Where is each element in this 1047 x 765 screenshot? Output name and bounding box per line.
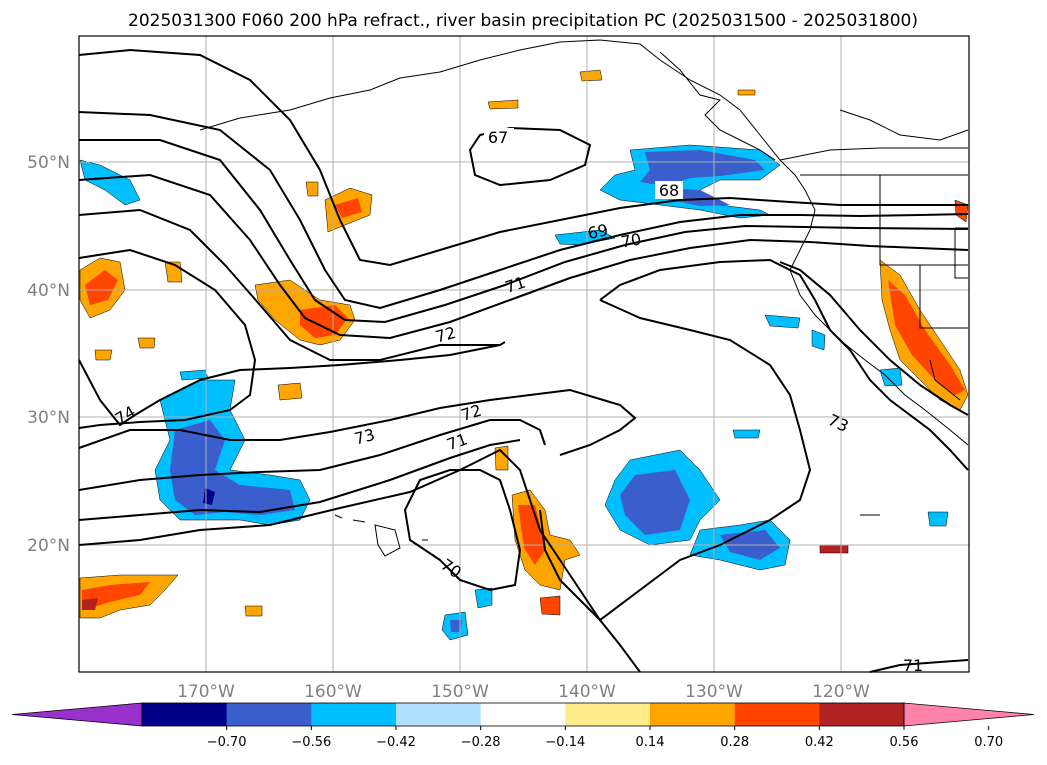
colorbar-segment: [650, 703, 736, 726]
colorbar-tick-label: −0.70: [207, 735, 247, 750]
colorbar-segment: [565, 703, 651, 726]
colorbar-segment: [480, 703, 566, 726]
figure-title: 2025031300 F060 200 hPa refract., river …: [128, 11, 918, 31]
map-panel: 67 68 69 70 71 72 73 74 72 71 70 73 71: [78, 35, 970, 675]
contour-label-70: 70: [619, 229, 642, 251]
contour-label-69: 69: [586, 220, 610, 243]
lon-label-140w: 140°W: [558, 682, 616, 702]
lat-label-30n: 30°N: [27, 408, 70, 428]
colorbar-tick-label: 0.70: [974, 735, 1003, 750]
contour-label-72: 72: [433, 323, 458, 347]
colorbar-extend-max: [903, 702, 1035, 727]
colorbar-segment: [311, 703, 397, 726]
contours: [78, 48, 969, 673]
negative-anomaly-shading: [79, 144, 949, 641]
colorbar-segment: [142, 703, 228, 726]
lon-label-160w: 160°W: [304, 682, 362, 702]
lon-label-130w: 130°W: [685, 682, 743, 702]
lon-label-150w: 150°W: [431, 682, 489, 702]
colorbar-segment: [734, 703, 820, 726]
colorbar-tick-label: −0.28: [461, 735, 501, 750]
contour-label-71c: 71: [903, 656, 923, 675]
lat-label-50n: 50°N: [27, 153, 70, 173]
longitude-labels: 170°W 160°W 150°W 140°W 130°W 120°W: [177, 682, 870, 702]
colorbar-segment: [226, 703, 312, 726]
colorbar-tick-label: 0.28: [720, 735, 749, 750]
lat-label-40n: 40°N: [27, 281, 70, 301]
colorbar-segment: [819, 703, 905, 726]
contour-label-67: 67: [488, 128, 508, 147]
colorbar-tick-label: 0.42: [805, 735, 834, 750]
lon-label-120w: 120°W: [812, 682, 870, 702]
contour-label-68: 68: [659, 181, 679, 200]
lat-label-20n: 20°N: [27, 536, 70, 556]
latitude-labels: 50°N 40°N 30°N 20°N: [27, 153, 70, 556]
colorbar-outline: [141, 702, 905, 727]
colorbar-segment: [396, 703, 482, 726]
colorbar-tick-label: 0.56: [890, 735, 919, 750]
contour-label-73: 73: [352, 425, 377, 449]
colorbar-tick-label: −0.56: [291, 735, 331, 750]
colorbar-extend-min: [11, 702, 143, 727]
colorbar-tick-label: −0.14: [545, 735, 585, 750]
colorbar-tick-label: 0.14: [636, 735, 665, 750]
lon-label-170w: 170°W: [177, 682, 235, 702]
colorbar-tick-label: −0.42: [376, 735, 416, 750]
colorbar: −0.70 −0.56 −0.42 −0.28 −0.14 0.14 0.28 0.42 0.5…: [11, 702, 1035, 750]
map-frame: [78, 35, 970, 673]
